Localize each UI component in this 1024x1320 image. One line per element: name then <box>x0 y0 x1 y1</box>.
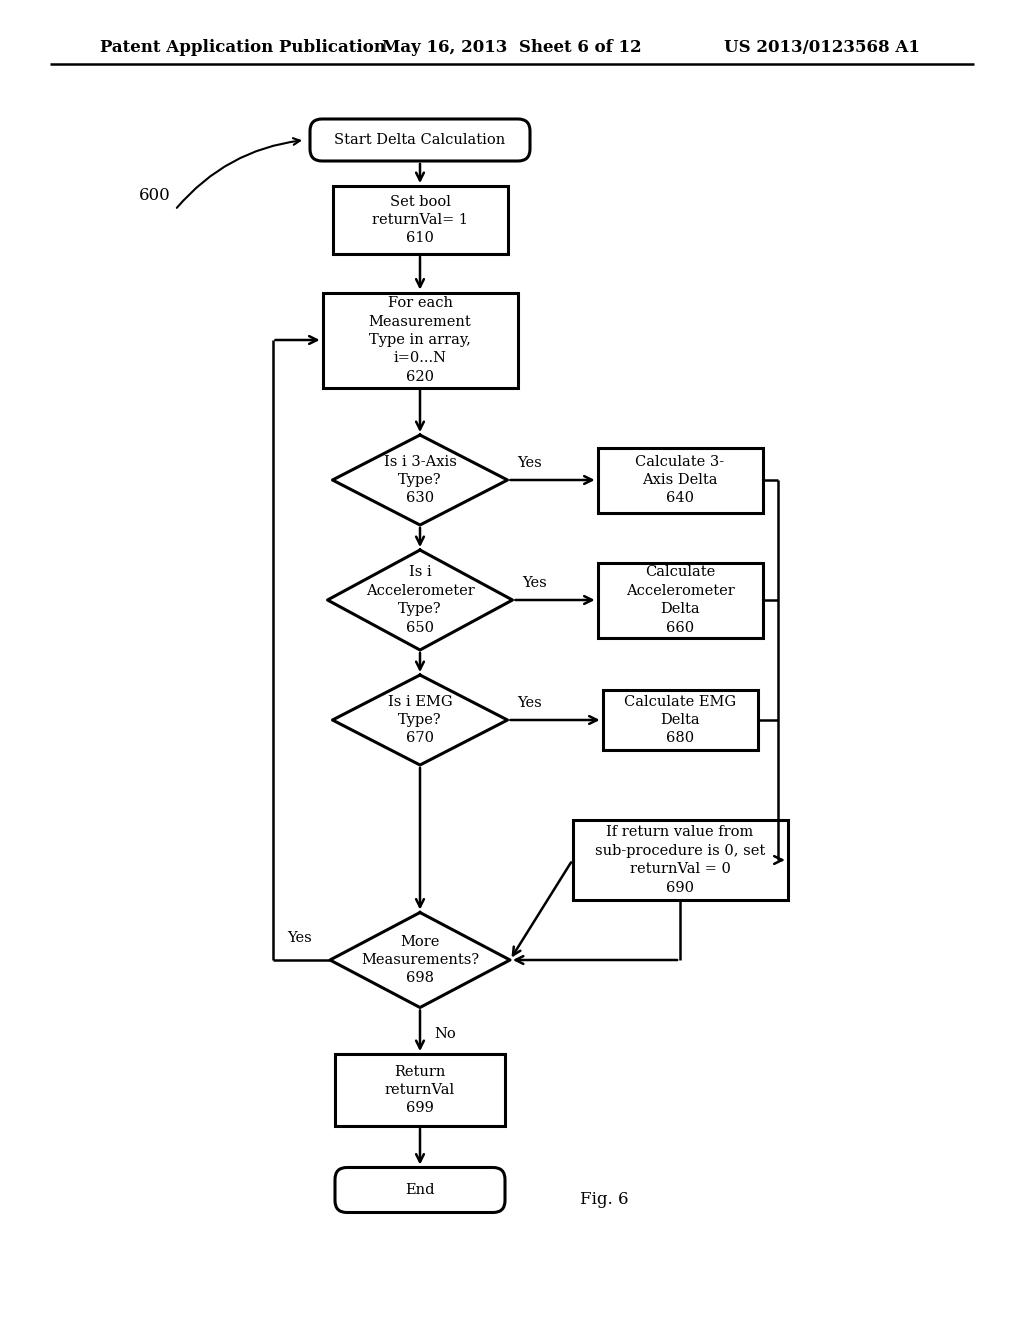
FancyBboxPatch shape <box>335 1167 505 1213</box>
Bar <box>597 562 763 638</box>
Text: Yes: Yes <box>522 576 547 590</box>
Text: Calculate EMG
Delta
680: Calculate EMG Delta 680 <box>624 694 736 746</box>
Bar <box>597 447 763 512</box>
Text: If return value from
sub-procedure is 0, set
returnVal = 0
690: If return value from sub-procedure is 0,… <box>595 825 765 895</box>
Polygon shape <box>328 550 512 649</box>
Bar <box>333 186 508 253</box>
Text: Calculate
Accelerometer
Delta
660: Calculate Accelerometer Delta 660 <box>626 565 734 635</box>
Polygon shape <box>333 436 508 525</box>
Text: Calculate 3-
Axis Delta
640: Calculate 3- Axis Delta 640 <box>636 454 725 506</box>
Text: For each
Measurement
Type in array,
i=0...N
620: For each Measurement Type in array, i=0.… <box>369 296 471 384</box>
Text: Fig. 6: Fig. 6 <box>580 1192 629 1209</box>
Text: Is i 3-Axis
Type?
630: Is i 3-Axis Type? 630 <box>384 454 457 506</box>
Text: Return
returnVal
699: Return returnVal 699 <box>385 1065 455 1115</box>
Text: Set bool
returnVal= 1
610: Set bool returnVal= 1 610 <box>372 194 468 246</box>
Text: Is i
Accelerometer
Type?
650: Is i Accelerometer Type? 650 <box>366 565 474 635</box>
FancyBboxPatch shape <box>310 119 530 161</box>
Text: US 2013/0123568 A1: US 2013/0123568 A1 <box>724 40 920 57</box>
Bar <box>572 820 787 900</box>
Text: Is i EMG
Type?
670: Is i EMG Type? 670 <box>388 694 453 746</box>
Text: End: End <box>406 1183 435 1197</box>
Text: Yes: Yes <box>288 931 312 945</box>
Bar <box>335 1053 505 1126</box>
Polygon shape <box>333 675 508 766</box>
Text: Yes: Yes <box>517 696 543 710</box>
Text: May 16, 2013  Sheet 6 of 12: May 16, 2013 Sheet 6 of 12 <box>382 40 642 57</box>
Text: Start Delta Calculation: Start Delta Calculation <box>335 133 506 147</box>
Text: More
Measurements?
698: More Measurements? 698 <box>360 935 479 986</box>
Text: Yes: Yes <box>517 455 543 470</box>
Text: 600: 600 <box>139 186 171 203</box>
Text: No: No <box>434 1027 456 1041</box>
Polygon shape <box>330 912 510 1007</box>
Bar <box>323 293 517 388</box>
Text: Patent Application Publication: Patent Application Publication <box>100 40 386 57</box>
Bar <box>602 690 758 750</box>
